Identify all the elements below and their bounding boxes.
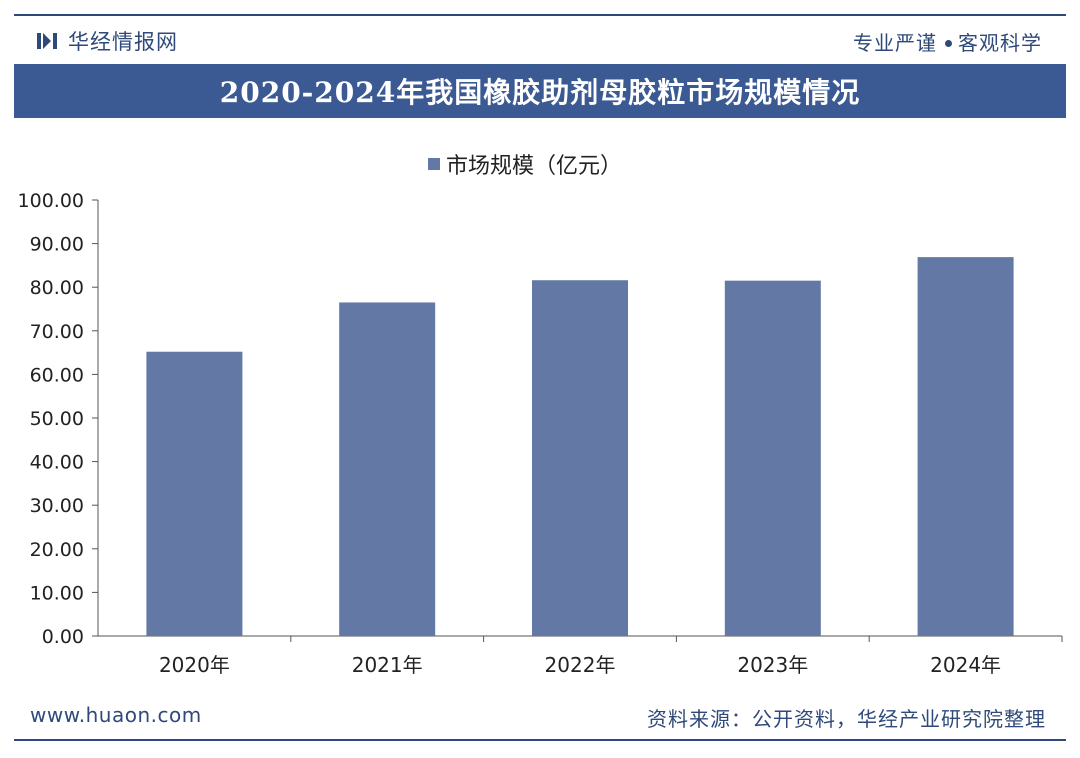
x-tick-label: 2023年: [737, 653, 808, 677]
chart-title: 2020-2024年我国橡胶助剂母胶粒市场规模情况: [219, 76, 861, 109]
y-tick-label: 90.00: [30, 234, 84, 256]
y-tick-label: 80.00: [30, 277, 84, 299]
bar-4: [917, 257, 1014, 636]
bullet-dot-icon: [945, 39, 952, 47]
brand-logo-icon: [37, 33, 57, 49]
y-tick-label: 50.00: [30, 408, 84, 430]
top-rule: [14, 14, 1066, 16]
footer-source: 资料来源：公开资料，华经产业研究院整理: [647, 707, 1046, 731]
y-tick-label: 0.00: [42, 626, 84, 648]
x-tick-label: 2020年: [159, 653, 230, 677]
bar-2: [532, 280, 628, 636]
footer-website[interactable]: www.huaon.com: [30, 703, 202, 727]
slogan: 专业严谨 客观科学: [853, 27, 1042, 56]
bar-1: [339, 302, 436, 636]
header: 华经情报网 专业严谨 客观科学: [14, 18, 1066, 62]
y-tick-label: 40.00: [30, 452, 84, 474]
bar-0: [146, 351, 243, 636]
footer-rule: [14, 739, 1066, 741]
legend: 市场规模（亿元）: [428, 148, 622, 180]
legend-label: 市场规模（亿元）: [446, 154, 623, 179]
y-tick-label: 30.00: [30, 495, 84, 517]
slogan-left: 专业严谨: [853, 31, 937, 55]
y-tick-label: 70.00: [30, 321, 84, 343]
title-bar: 2020-2024年我国橡胶助剂母胶粒市场规模情况: [14, 64, 1066, 118]
slogan-right: 客观科学: [958, 31, 1042, 55]
x-tick-label: 2022年: [545, 653, 616, 677]
x-tick-label: 2021年: [352, 653, 423, 677]
y-tick-label: 100.00: [18, 190, 84, 212]
y-tick-label: 20.00: [30, 539, 84, 561]
legend-swatch: [428, 158, 440, 170]
x-tick-label: 2024年: [930, 653, 1001, 677]
y-tick-label: 10.00: [30, 582, 84, 604]
y-tick-label: 60.00: [30, 364, 84, 386]
bar-3: [724, 280, 821, 636]
brand-name: 华经情报网: [68, 30, 178, 54]
brand[interactable]: 华经情报网: [36, 26, 178, 56]
